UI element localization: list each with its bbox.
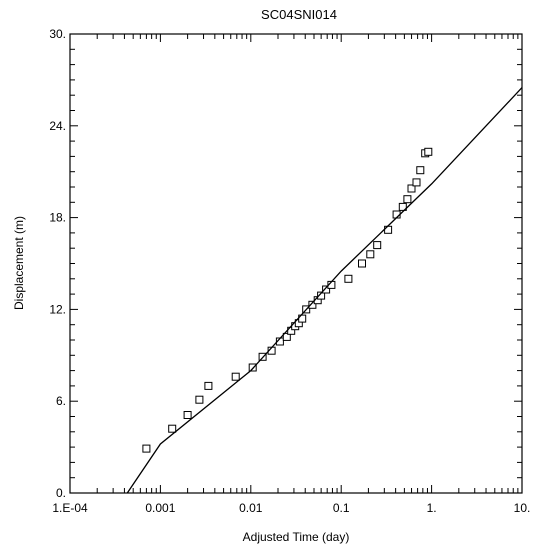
data-point [403,195,412,204]
data-point [358,259,366,268]
x-tick-label: 0.01 [239,501,263,515]
fit-line [126,87,523,494]
y-tick-label: 0. [56,486,66,500]
data-point [204,381,213,390]
y-tick-label: 24. [49,119,66,133]
x-axis-tick-labels: 1.E-04 0.001 0.01 0.1 1. 10. [52,501,530,515]
y-tick-label: 18. [49,211,66,225]
x-tick-label: 0.1 [333,501,350,515]
data-point [282,332,291,341]
data-point [183,411,192,419]
y-axis-label: Displacement (m) [12,216,26,310]
data-point [231,372,240,381]
data-point [373,241,382,250]
x-tick-label: 0.001 [145,501,175,515]
data-point [412,178,421,187]
data-point [308,300,317,309]
data-point [407,184,416,193]
y-tick-label: 6. [56,394,66,408]
x-tick-label: 1.E-04 [52,501,88,515]
data-point [142,444,151,453]
x-tick-label: 10. [514,501,531,515]
data-point [317,291,326,300]
data-point [424,147,433,156]
data-point [416,166,425,175]
x-tick-label: 1. [427,501,437,515]
y-tick-label: 30. [49,27,66,41]
y-tick-label: 12. [49,302,66,316]
data-point [398,202,407,211]
x-axis-label: Adjusted Time (day) [243,530,350,544]
data-point [322,285,331,294]
y-axis-tick-labels: 0. 6. 12. 18. 24. 30. [49,27,66,500]
data-point [168,424,177,433]
data-series [126,87,523,494]
data-point [366,250,375,259]
y-axis-ticks [70,33,522,494]
x-axis-ticks [69,34,523,493]
chart-title: SC04SNI014 [261,7,337,22]
data-point [344,274,353,283]
data-point [248,363,257,372]
data-point [195,395,204,404]
